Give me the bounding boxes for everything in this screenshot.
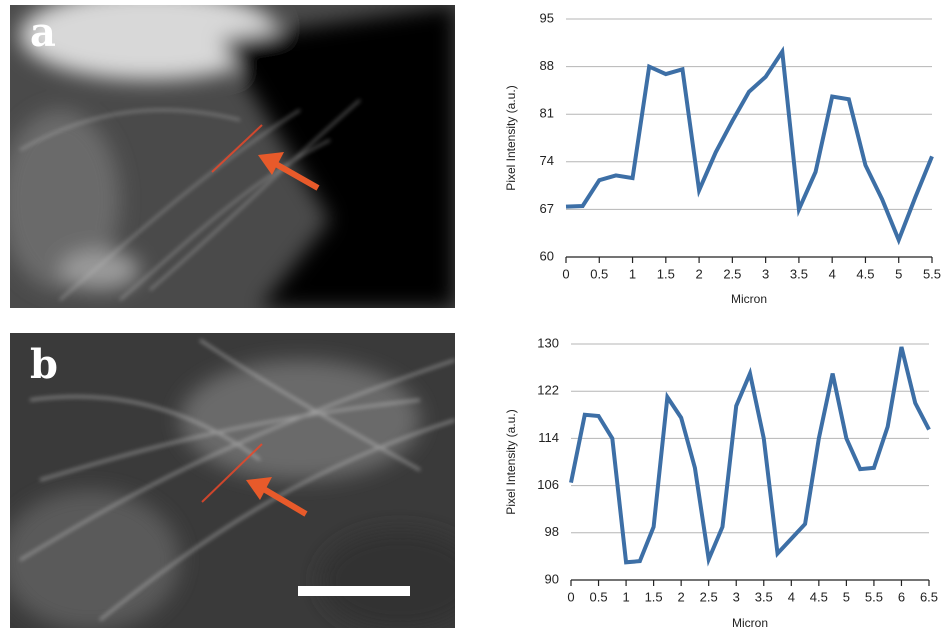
x-tick-label: 1.5 — [645, 589, 663, 604]
x-tick-label: 0.5 — [589, 589, 607, 604]
y-tick-label: 88 — [540, 58, 554, 73]
x-tick-label: 4.5 — [856, 266, 874, 281]
x-tick-label: 5 — [843, 589, 850, 604]
x-tick-label: 2.5 — [700, 589, 718, 604]
x-tick-label: 4.5 — [810, 589, 828, 604]
x-tick-label: 6.5 — [920, 589, 938, 604]
x-tick-label: 3 — [762, 266, 769, 281]
y-tick-label: 67 — [540, 201, 554, 216]
micrograph-b: b — [0, 333, 480, 630]
data-line — [571, 347, 929, 562]
y-tick-label: 95 — [540, 10, 554, 25]
y-tick-label: 81 — [540, 106, 554, 121]
x-tick-label: 3.5 — [755, 589, 773, 604]
panel-label: a — [30, 9, 56, 56]
y-tick-label: 114 — [538, 430, 559, 445]
x-tick-label: 5.5 — [865, 589, 883, 604]
y-tick-label: 98 — [545, 524, 559, 539]
x-tick-label: 3 — [733, 589, 740, 604]
y-axis-title: Pixel Intensity (a.u.) — [504, 85, 518, 190]
x-tick-label: 2 — [678, 589, 685, 604]
x-tick-label: 0.5 — [590, 266, 608, 281]
x-tick-label: 3.5 — [790, 266, 808, 281]
page: {"panel_labels": ["a", "b"], "chart_data… — [0, 0, 942, 632]
x-axis-title: Micron — [731, 292, 767, 306]
x-axis-title: Micron — [732, 616, 768, 630]
figure: a b 60677481889500.511.522.533.544.555.5… — [0, 0, 942, 632]
data-line — [566, 52, 932, 240]
micrograph-a: a — [0, 0, 455, 308]
panel-label: b — [30, 341, 58, 388]
y-tick-label: 122 — [537, 383, 559, 398]
y-tick-label: 60 — [540, 248, 554, 263]
x-tick-label: 5.5 — [923, 266, 941, 281]
x-tick-label: 1 — [629, 266, 636, 281]
x-tick-label: 1.5 — [657, 266, 675, 281]
x-tick-label: 2.5 — [723, 266, 741, 281]
y-tick-label: 90 — [545, 571, 559, 586]
x-tick-label: 4 — [829, 266, 836, 281]
x-tick-label: 0 — [562, 266, 569, 281]
y-tick-label: 74 — [540, 153, 554, 168]
x-tick-label: 2 — [695, 266, 702, 281]
y-axis-title: Pixel Intensity (a.u.) — [504, 409, 518, 514]
x-tick-label: 0 — [567, 589, 574, 604]
y-tick-label: 106 — [537, 477, 559, 492]
x-tick-label: 1 — [622, 589, 629, 604]
x-tick-label: 6 — [898, 589, 905, 604]
x-tick-label: 4 — [788, 589, 795, 604]
x-tick-label: 5 — [895, 266, 902, 281]
y-tick-label: 130 — [537, 335, 559, 350]
